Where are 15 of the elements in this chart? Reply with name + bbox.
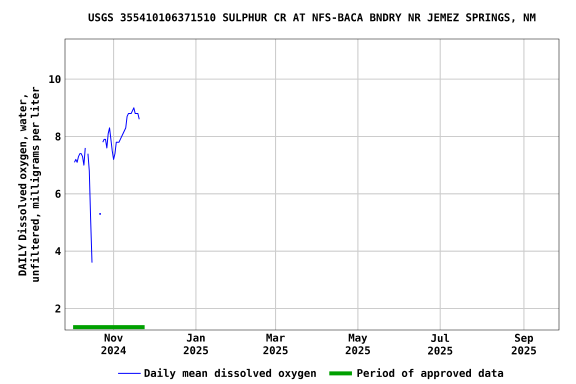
- x-tick-label: Mar 2025: [263, 334, 288, 354]
- y-tick-label: 4: [55, 247, 61, 256]
- x-tick-label: Jan 2025: [184, 334, 208, 354]
- x-tick-label: Sep 2025: [512, 334, 536, 354]
- legend-label: Daily mean dissolved oxygen: [144, 368, 316, 380]
- legend-label: Period of approved data: [357, 368, 504, 380]
- y-tick-label: 2: [55, 304, 60, 312]
- x-tick-label: Jul 2025: [428, 334, 452, 355]
- y-tick-label: 6: [55, 190, 61, 198]
- y-tick-label: 8: [55, 132, 61, 140]
- y-axis-title: DAILY Dissolved oxygen, water, unfiltered, milligrams per liter: [18, 86, 42, 282]
- x-tick-label: Nov 2024: [101, 334, 126, 354]
- y-tick-label: 10: [49, 75, 61, 84]
- x-tick-label: May 2025: [346, 334, 370, 354]
- chart-title: USGS 355410106371510 SULPHUR CR AT NFS-BACA BNDRY NR JEMEZ SPRINGS, NM: [88, 13, 536, 23]
